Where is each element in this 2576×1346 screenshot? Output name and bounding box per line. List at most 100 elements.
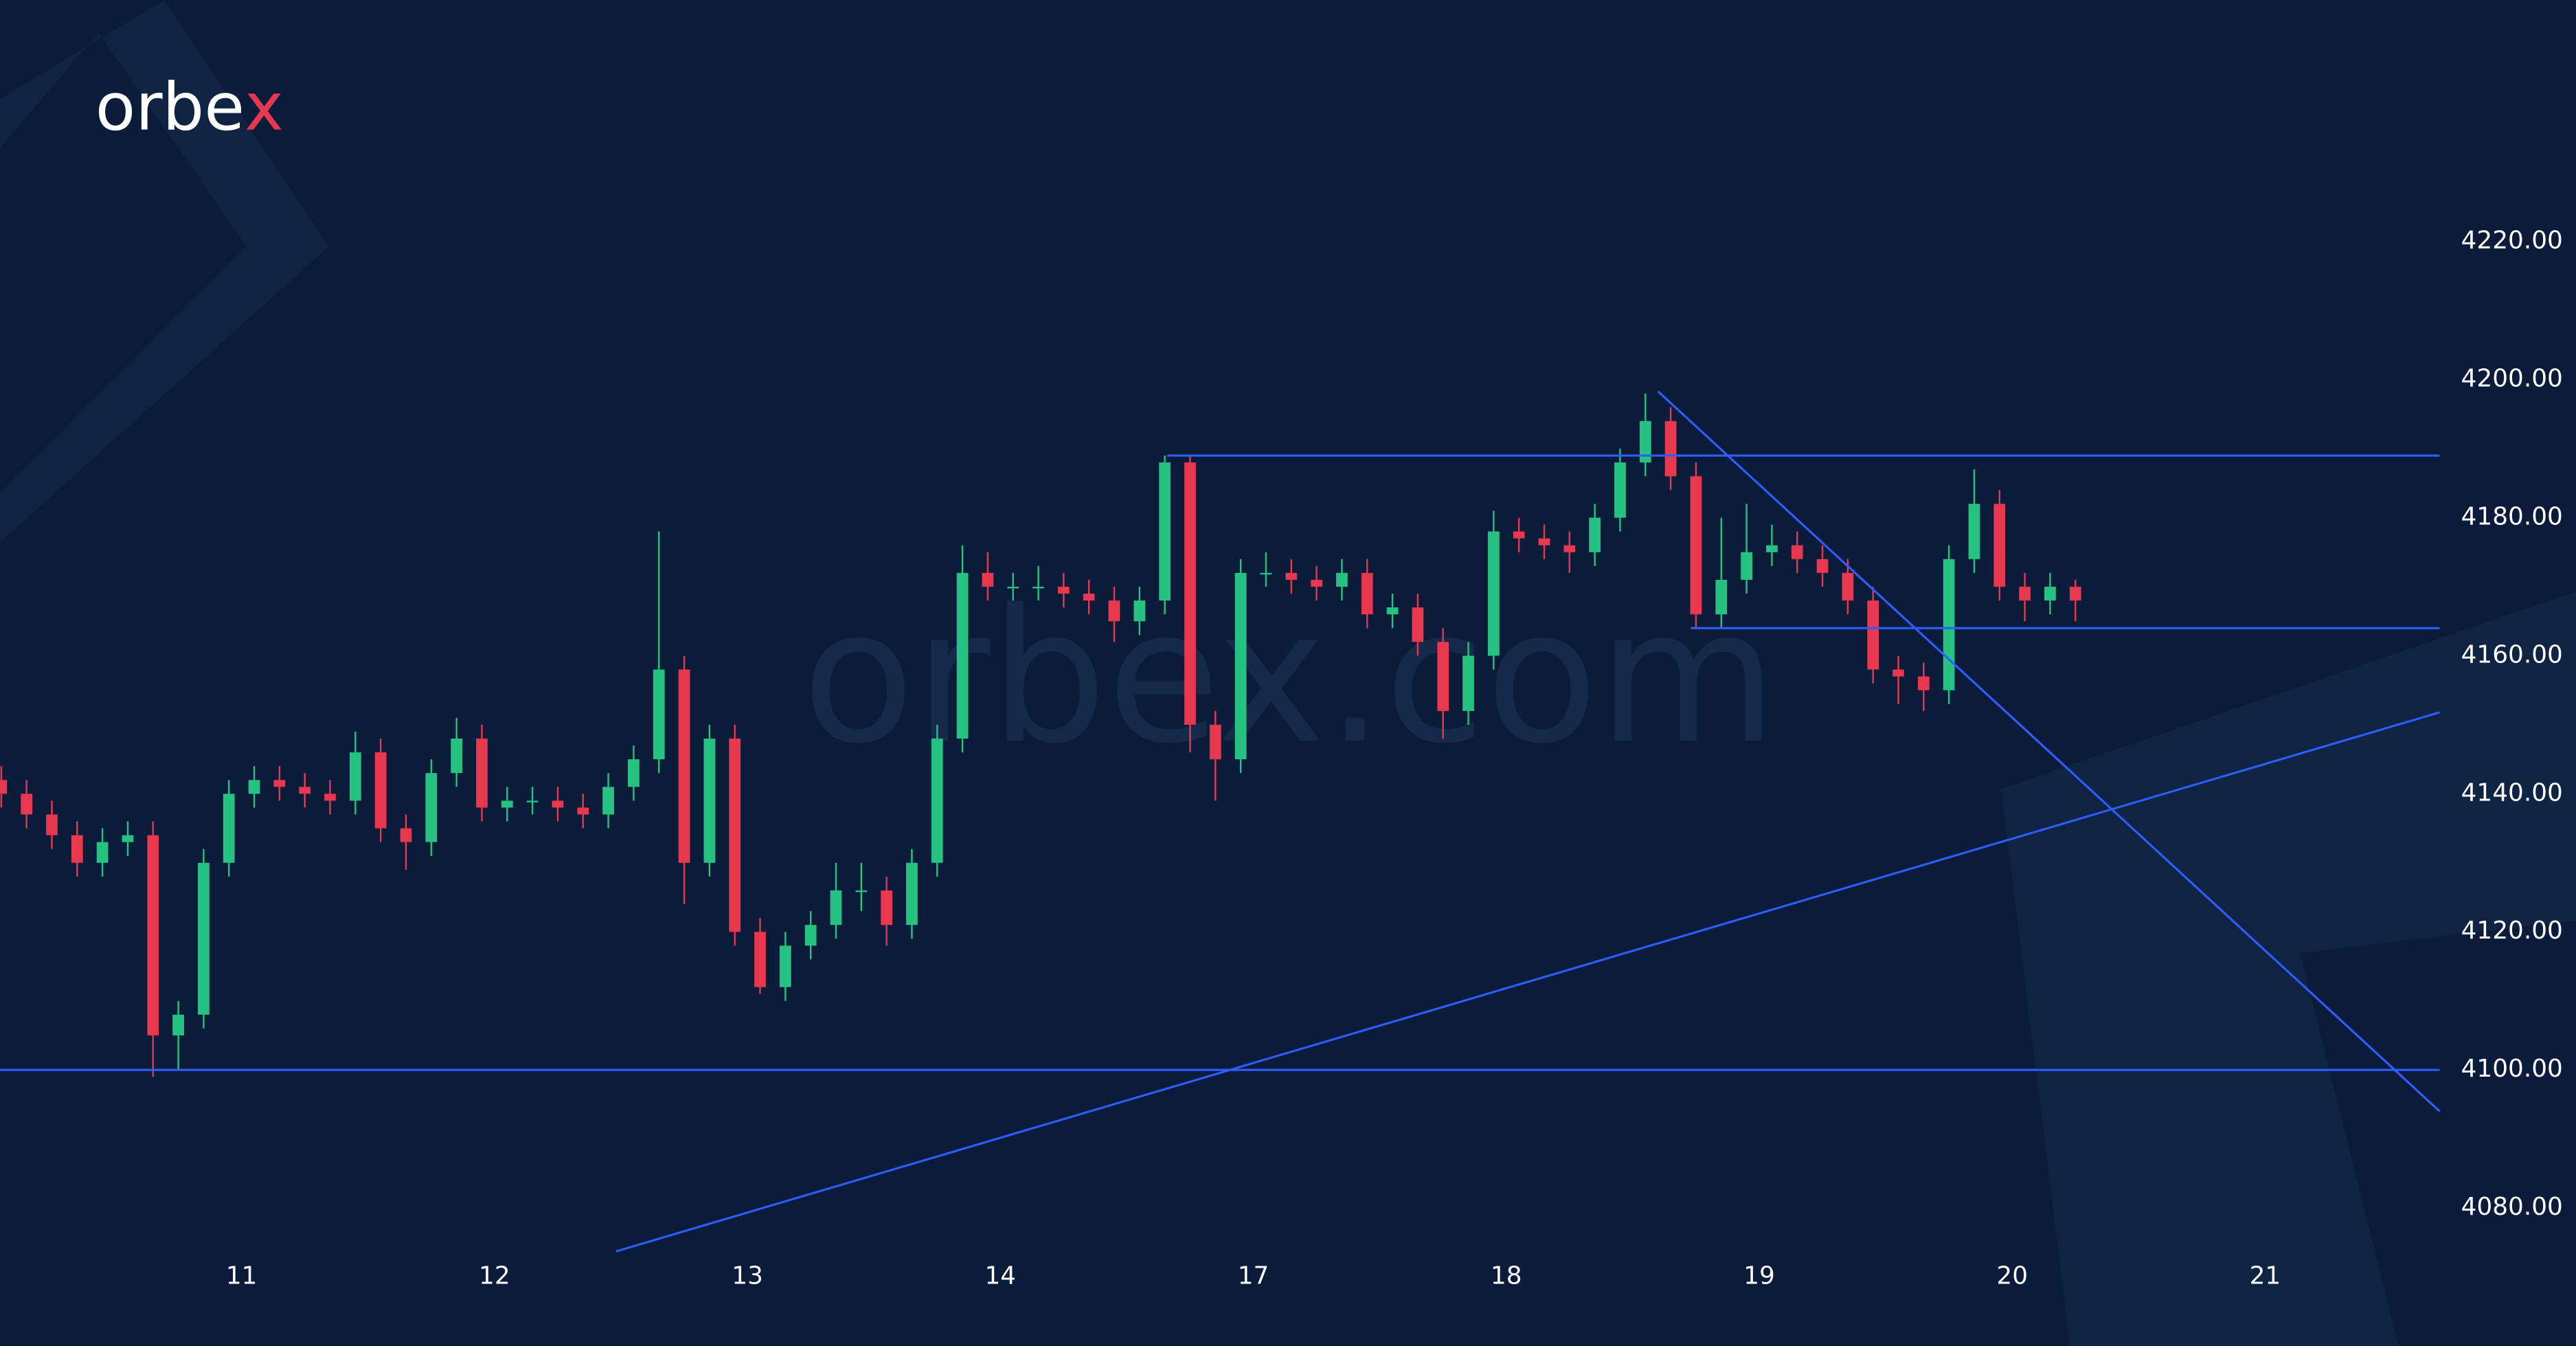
candle-body xyxy=(1260,572,1272,575)
candle-body xyxy=(1715,579,1728,615)
candle-body xyxy=(1867,601,1879,670)
candle-body xyxy=(1968,504,1980,559)
candle-body xyxy=(982,572,994,587)
candle-body xyxy=(1032,586,1044,589)
candle-body xyxy=(2044,586,2056,601)
candle-body xyxy=(1386,607,1399,615)
candle-body xyxy=(653,669,665,760)
candle-body xyxy=(21,794,33,815)
candle-body xyxy=(400,828,412,842)
candle-body xyxy=(96,842,109,863)
candle-body xyxy=(678,669,690,863)
candle-body xyxy=(1766,545,1778,552)
trend-line xyxy=(615,711,2440,1253)
candle-body xyxy=(906,862,918,926)
logo: orbex xyxy=(95,69,284,146)
candle-body xyxy=(1943,559,1955,691)
y-tick-label: 4100.00 xyxy=(2461,1055,2563,1083)
watermark: orbex.com xyxy=(802,570,1777,785)
candle-body xyxy=(2019,586,2031,601)
candle-body xyxy=(425,773,438,842)
candle-body xyxy=(1993,504,2006,587)
candle-body xyxy=(1690,476,1702,615)
candle-body xyxy=(172,1014,184,1035)
y-tick-label: 4200.00 xyxy=(2461,365,2563,393)
candle-body xyxy=(1361,572,1373,615)
candle-body xyxy=(1893,669,1904,677)
candle-body xyxy=(1614,462,1626,518)
candle-body xyxy=(374,752,387,829)
candle-body xyxy=(602,787,614,815)
candle-body xyxy=(451,738,463,774)
candle-body xyxy=(1917,676,1930,691)
x-tick-label: 12 xyxy=(479,1262,510,1290)
candle-body xyxy=(577,807,589,815)
candle-body xyxy=(1234,572,1247,760)
candle-body xyxy=(122,835,134,842)
candle-body xyxy=(1589,517,1601,552)
candle-body xyxy=(1842,572,1854,601)
candle-body xyxy=(931,738,943,863)
candle-body xyxy=(476,738,488,808)
candle-body xyxy=(1083,593,1095,601)
candle-body xyxy=(804,925,817,946)
candle-body xyxy=(1007,586,1019,589)
y-tick-label: 4180.00 xyxy=(2461,502,2563,530)
y-tick-label: 4080.00 xyxy=(2461,1193,2563,1221)
candle-body xyxy=(1639,420,1651,463)
candle-body xyxy=(273,780,286,787)
candle-body xyxy=(46,814,58,835)
candle-body xyxy=(552,800,564,808)
y-tick-label: 4220.00 xyxy=(2461,227,2563,255)
candle-body xyxy=(855,890,868,893)
candle-body xyxy=(729,738,741,932)
y-tick-label: 4120.00 xyxy=(2461,917,2563,945)
candle-body xyxy=(956,572,969,739)
candle-body xyxy=(779,945,791,987)
candle-body xyxy=(830,890,842,926)
candle-body xyxy=(1311,579,1322,587)
candle-body xyxy=(703,738,716,863)
x-tick-label: 20 xyxy=(1996,1262,2028,1290)
candle-body xyxy=(248,780,260,794)
candle-body xyxy=(1741,552,1752,580)
x-tick-label: 21 xyxy=(2250,1262,2281,1290)
candle-body xyxy=(1816,559,1829,573)
candle-body xyxy=(1513,531,1525,539)
candle-body xyxy=(501,800,513,808)
candle-body xyxy=(1791,545,1803,559)
x-tick-label: 18 xyxy=(1491,1262,1522,1290)
candle-body xyxy=(2069,586,2081,601)
candle-body xyxy=(1538,538,1550,546)
x-tick-label: 11 xyxy=(226,1262,258,1290)
candle-body xyxy=(628,759,640,787)
candle-body xyxy=(1664,420,1677,477)
candle-body xyxy=(71,835,83,863)
candle-body xyxy=(1285,572,1298,580)
candle-body xyxy=(1058,586,1070,594)
candle-body xyxy=(1209,724,1221,760)
candle-body xyxy=(349,752,361,801)
trend-line xyxy=(1657,390,2441,1112)
candle-body xyxy=(1159,462,1171,601)
candle-body xyxy=(299,787,311,794)
x-tick-label: 17 xyxy=(1238,1262,1269,1290)
candle-body xyxy=(881,890,892,926)
candle-body xyxy=(1184,462,1196,725)
candle-body xyxy=(1108,601,1120,622)
candle-body xyxy=(1462,655,1474,711)
candle-body xyxy=(1336,572,1348,587)
candle-body xyxy=(0,780,8,794)
candle-body xyxy=(1133,601,1146,622)
candle-body xyxy=(324,794,336,801)
x-tick-label: 14 xyxy=(984,1262,1016,1290)
x-tick-label: 13 xyxy=(732,1262,763,1290)
candle-body xyxy=(754,932,766,987)
candle-body xyxy=(198,862,210,1015)
candle-body xyxy=(1437,642,1449,711)
y-tick-label: 4160.00 xyxy=(2461,640,2563,669)
candle-body xyxy=(1487,531,1500,656)
